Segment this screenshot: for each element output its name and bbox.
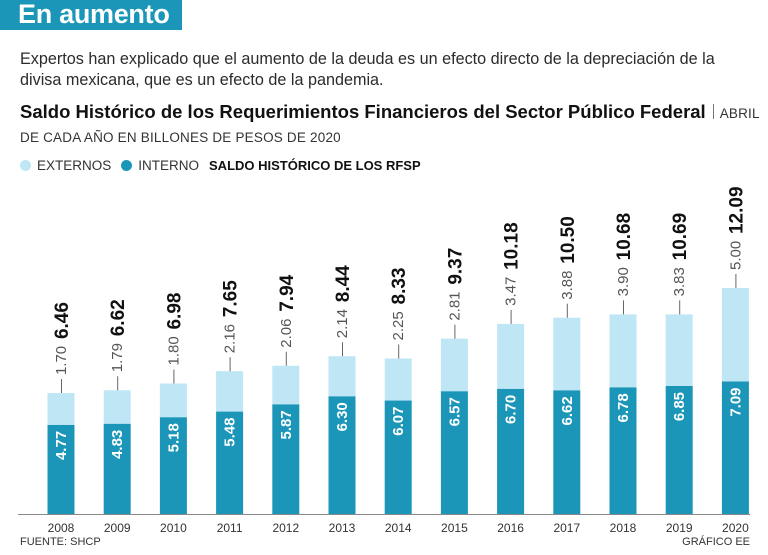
x-tick-label-2011: 2011 [217, 521, 243, 535]
legend-externos-swatch [20, 159, 31, 171]
value-label-interno-2010: 5.18 [165, 423, 182, 452]
value-label-interno-2014: 6.07 [390, 407, 407, 436]
value-label-externos-2017: 3.88 [559, 271, 576, 300]
x-tick-label-2009: 2009 [104, 521, 131, 535]
total-label-2009: 6.62 [108, 299, 129, 336]
value-label-externos-2019: 3.83 [671, 267, 688, 296]
x-tick-label-2019: 2019 [666, 521, 693, 535]
bar-externos-2014 [384, 358, 412, 401]
bar-interno-2008 [47, 424, 75, 514]
bar-externos-2013 [328, 356, 356, 397]
value-label-externos-2014: 2.25 [390, 311, 407, 340]
credit-note: GRÁFICO EE [682, 536, 750, 548]
source-note: FUENTE: SHCP [20, 536, 101, 548]
bar-interno-2014 [384, 400, 412, 514]
bar-externos-2008 [47, 393, 75, 425]
total-label-2018: 10.68 [614, 213, 635, 261]
total-label-2019: 10.69 [670, 213, 691, 261]
total-label-2011: 7.65 [221, 280, 242, 317]
subtitle-text: Expertos han explicado que el aumento de… [20, 50, 715, 89]
total-label-2008: 6.46 [52, 302, 73, 339]
value-label-externos-2008: 1.70 [53, 346, 70, 375]
value-label-interno-2008: 4.77 [53, 431, 70, 460]
total-label-2015: 9.37 [445, 248, 466, 285]
x-tick-label-2014: 2014 [385, 521, 412, 535]
bar-interno-2009 [103, 423, 131, 514]
chart-title: Saldo Histórico de los Requerimientos Fi… [20, 101, 706, 122]
chart-legend: EXTERNOS INTERNO SALDO HISTÓRICO DE LOS … [20, 156, 421, 174]
value-label-externos-2016: 3.47 [503, 277, 520, 306]
legend-interno-swatch [121, 159, 133, 171]
value-label-interno-2018: 6.78 [615, 393, 632, 422]
value-label-interno-2012: 5.87 [278, 410, 295, 439]
title-separator [712, 104, 714, 119]
total-label-2012: 7.94 [277, 274, 298, 311]
x-tick-label-2010: 2010 [160, 521, 187, 535]
x-tick-label-2016: 2016 [497, 521, 524, 535]
value-label-interno-2009: 4.83 [109, 430, 126, 459]
value-label-interno-2019: 6.85 [671, 392, 688, 421]
bar-externos-2015 [440, 338, 468, 392]
value-label-externos-2013: 2.14 [334, 309, 351, 338]
bar-interno-2017 [553, 390, 581, 514]
value-label-externos-2012: 2.06 [278, 319, 295, 348]
bar-interno-2020 [721, 381, 749, 514]
x-tick-label-2020: 2020 [722, 521, 749, 535]
x-tick-label-2013: 2013 [329, 521, 356, 535]
value-label-interno-2020: 7.09 [727, 387, 744, 416]
chart-units: ABRIL DE CADA AÑO EN BILLONES DE PESOS D… [20, 106, 760, 145]
value-label-externos-2010: 1.80 [165, 336, 182, 365]
x-tick-label-2012: 2012 [272, 521, 299, 535]
legend-interno-label: INTERNO [138, 157, 200, 173]
total-label-2020: 12.09 [726, 186, 747, 234]
x-tick-label-2015: 2015 [441, 521, 468, 535]
value-label-interno-2011: 5.48 [222, 418, 239, 447]
bar-externos-2017 [553, 317, 581, 391]
bar-externos-2010 [159, 383, 187, 418]
bar-interno-2013 [328, 396, 356, 514]
value-label-externos-2018: 3.90 [615, 267, 632, 296]
total-label-2014: 8.33 [389, 267, 410, 304]
value-label-interno-2016: 6.70 [503, 395, 520, 424]
total-label-2017: 10.50 [558, 216, 579, 264]
total-label-2013: 8.44 [333, 265, 354, 302]
bar-interno-2016 [497, 388, 525, 514]
bar-interno-2011 [216, 411, 244, 514]
total-label-2010: 6.98 [164, 293, 185, 330]
bar-externos-2016 [497, 323, 525, 389]
banner-title: En aumento [18, 0, 170, 29]
header-banner [0, 0, 182, 30]
bar-interno-2012 [272, 404, 300, 514]
value-label-externos-2009: 1.79 [109, 343, 126, 372]
bar-externos-2012 [272, 365, 300, 405]
bar-interno-2019 [665, 385, 693, 514]
x-tick-label-2008: 2008 [48, 521, 75, 535]
bar-interno-2010 [159, 417, 187, 514]
bar-externos-2011 [216, 371, 244, 412]
total-label-2016: 10.18 [502, 222, 523, 270]
value-label-externos-2011: 2.16 [222, 324, 239, 353]
x-tick-label-2017: 2017 [553, 521, 580, 535]
bar-externos-2019 [665, 314, 693, 386]
chart-title-block: Saldo Histórico de los Requerimientos Fi… [20, 101, 768, 149]
value-label-interno-2015: 6.57 [446, 397, 463, 426]
bar-interno-2015 [440, 391, 468, 514]
bar-interno-2018 [609, 387, 637, 514]
value-label-interno-2017: 6.62 [559, 396, 576, 425]
bar-externos-2020 [721, 288, 749, 382]
bar-externos-2018 [609, 314, 637, 388]
value-label-externos-2015: 2.81 [446, 291, 463, 320]
value-label-externos-2020: 5.00 [727, 241, 744, 270]
x-tick-label-2018: 2018 [610, 521, 637, 535]
legend-title: SALDO HISTÓRICO DE LOS RFSP [209, 157, 421, 173]
legend-externos-label: EXTERNOS [37, 157, 112, 173]
bar-externos-2009 [103, 390, 131, 424]
value-label-interno-2013: 6.30 [334, 402, 351, 431]
